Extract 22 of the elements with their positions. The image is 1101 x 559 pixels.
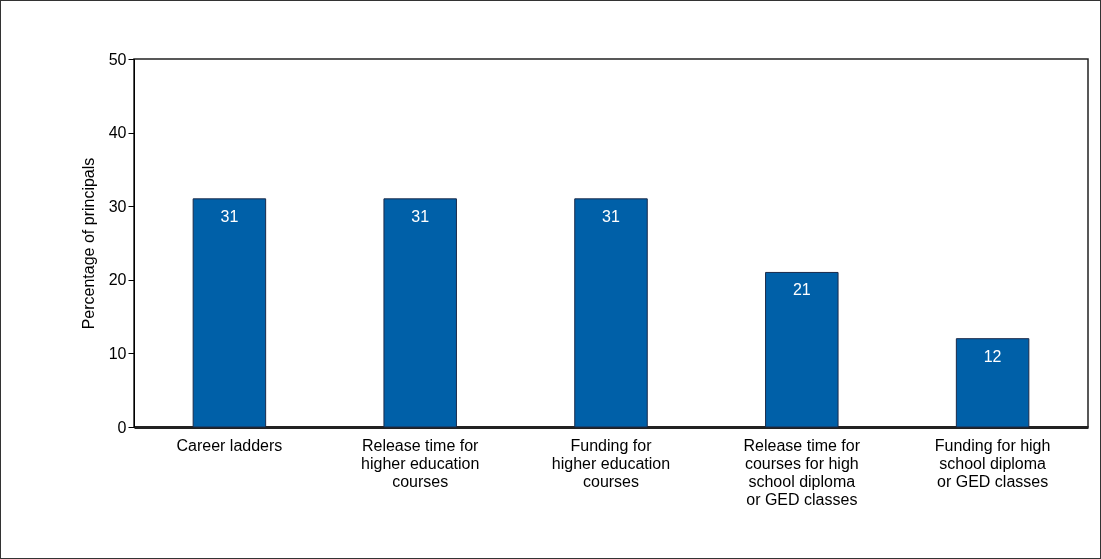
y-tick-label: 20 [108, 271, 127, 289]
data-label: 31 [411, 207, 430, 225]
bar [383, 198, 457, 428]
data-label: 31 [220, 207, 239, 225]
data-label: 31 [602, 207, 620, 225]
bar [765, 271, 839, 428]
y-tick-label: 30 [108, 197, 127, 215]
bar [955, 338, 1030, 428]
x-tick-label: Release time for higher education courses [361, 436, 480, 490]
x-tick-label: Funding for high school diploma or GED classes [934, 436, 1051, 490]
y-tick-label: 50 [108, 50, 127, 68]
x-tick-label: Release time for courses for high school diploma or GED classes [743, 436, 861, 508]
bar [192, 198, 267, 428]
data-label: 12 [983, 347, 1002, 365]
x-tick-label: Funding for higher education courses [551, 436, 671, 490]
y-tick-label: 0 [117, 418, 127, 436]
bar [574, 198, 648, 428]
y-axis-title: Percentage of principals [79, 157, 97, 330]
y-tick-label: 10 [108, 344, 127, 362]
x-tick-label: Career ladders [176, 436, 283, 454]
data-label: 21 [792, 281, 811, 299]
y-tick-label: 40 [108, 124, 127, 142]
